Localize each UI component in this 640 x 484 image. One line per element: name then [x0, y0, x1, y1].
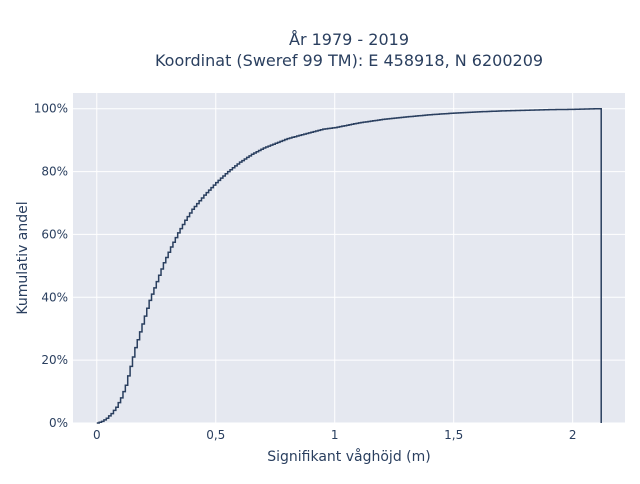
y-tick-label: 0%	[49, 416, 68, 430]
y-tick-label: 80%	[41, 165, 68, 179]
plot-background	[73, 93, 625, 423]
y-axis-ticks: 0% 20% 40% 60% 80% 100%	[34, 102, 68, 430]
y-tick-label: 40%	[41, 290, 68, 304]
grid-lines	[73, 93, 625, 424]
y-tick-label: 100%	[34, 102, 68, 116]
x-tick-label: 2	[569, 428, 577, 442]
chart-title-line-2: Koordinat (Sweref 99 TM): E 458918, N 62…	[155, 51, 543, 70]
y-tick-label: 60%	[41, 227, 68, 241]
cdf-step-line	[96, 107, 602, 424]
x-axis-label: Signifikant våghöjd (m)	[267, 448, 430, 465]
y-axis-label: Kumulativ andel	[15, 201, 31, 314]
chart-title-line-1: År 1979 - 2019	[289, 30, 409, 49]
y-tick-label: 20%	[41, 353, 68, 367]
x-tick-label: 0	[93, 428, 101, 442]
x-tick-label: 1	[331, 428, 339, 442]
x-tick-label: 0,5	[206, 428, 225, 442]
x-axis-ticks: 0 0,5 1 1,5 2	[93, 428, 577, 442]
x-tick-label: 1,5	[444, 428, 463, 442]
